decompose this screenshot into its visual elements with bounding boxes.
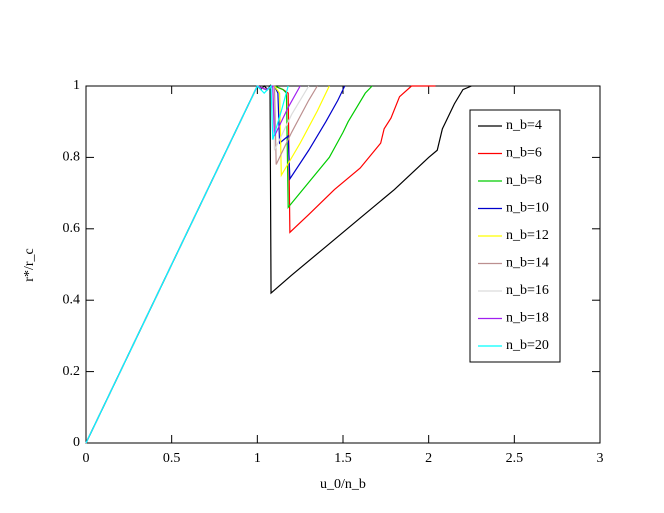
legend-label: n_b=4 xyxy=(506,118,542,133)
x-tick-label: 0 xyxy=(83,451,90,466)
data-line xyxy=(85,85,346,444)
data-line xyxy=(85,85,373,444)
data-line xyxy=(85,85,318,444)
x-axis-label: u_0/n_b xyxy=(320,477,366,492)
y-tick-label: 0.4 xyxy=(63,292,81,307)
y-axis-label: r*/r_c xyxy=(22,248,37,281)
x-tick-label: 2 xyxy=(425,451,432,466)
legend-label: n_b=8 xyxy=(506,173,542,188)
legend-label: n_b=18 xyxy=(506,311,549,326)
x-tick-label: 1.5 xyxy=(334,451,352,466)
legend-label: n_b=10 xyxy=(506,201,549,216)
data-line xyxy=(85,85,330,444)
y-tick-label: 0.2 xyxy=(63,364,81,379)
data-line xyxy=(85,84,472,444)
y-tick-label: 0 xyxy=(73,435,80,450)
x-tick-label: 0.5 xyxy=(163,451,181,466)
legend-label: n_b=14 xyxy=(506,256,549,271)
data-line xyxy=(85,84,289,444)
x-tick-label: 2.5 xyxy=(506,451,524,466)
legend-label: n_b=16 xyxy=(506,283,549,298)
legend-label: n_b=6 xyxy=(506,146,542,161)
data-line xyxy=(85,85,436,444)
legend-label: n_b=20 xyxy=(506,338,549,353)
data-line xyxy=(85,85,301,444)
x-tick-label: 1 xyxy=(254,451,261,466)
y-tick-label: 0.8 xyxy=(63,150,81,165)
legend-label: n_b=12 xyxy=(506,228,549,243)
y-tick-label: 1 xyxy=(73,78,80,93)
y-tick-label: 0.6 xyxy=(63,221,81,236)
x-tick-label: 3 xyxy=(597,451,604,466)
